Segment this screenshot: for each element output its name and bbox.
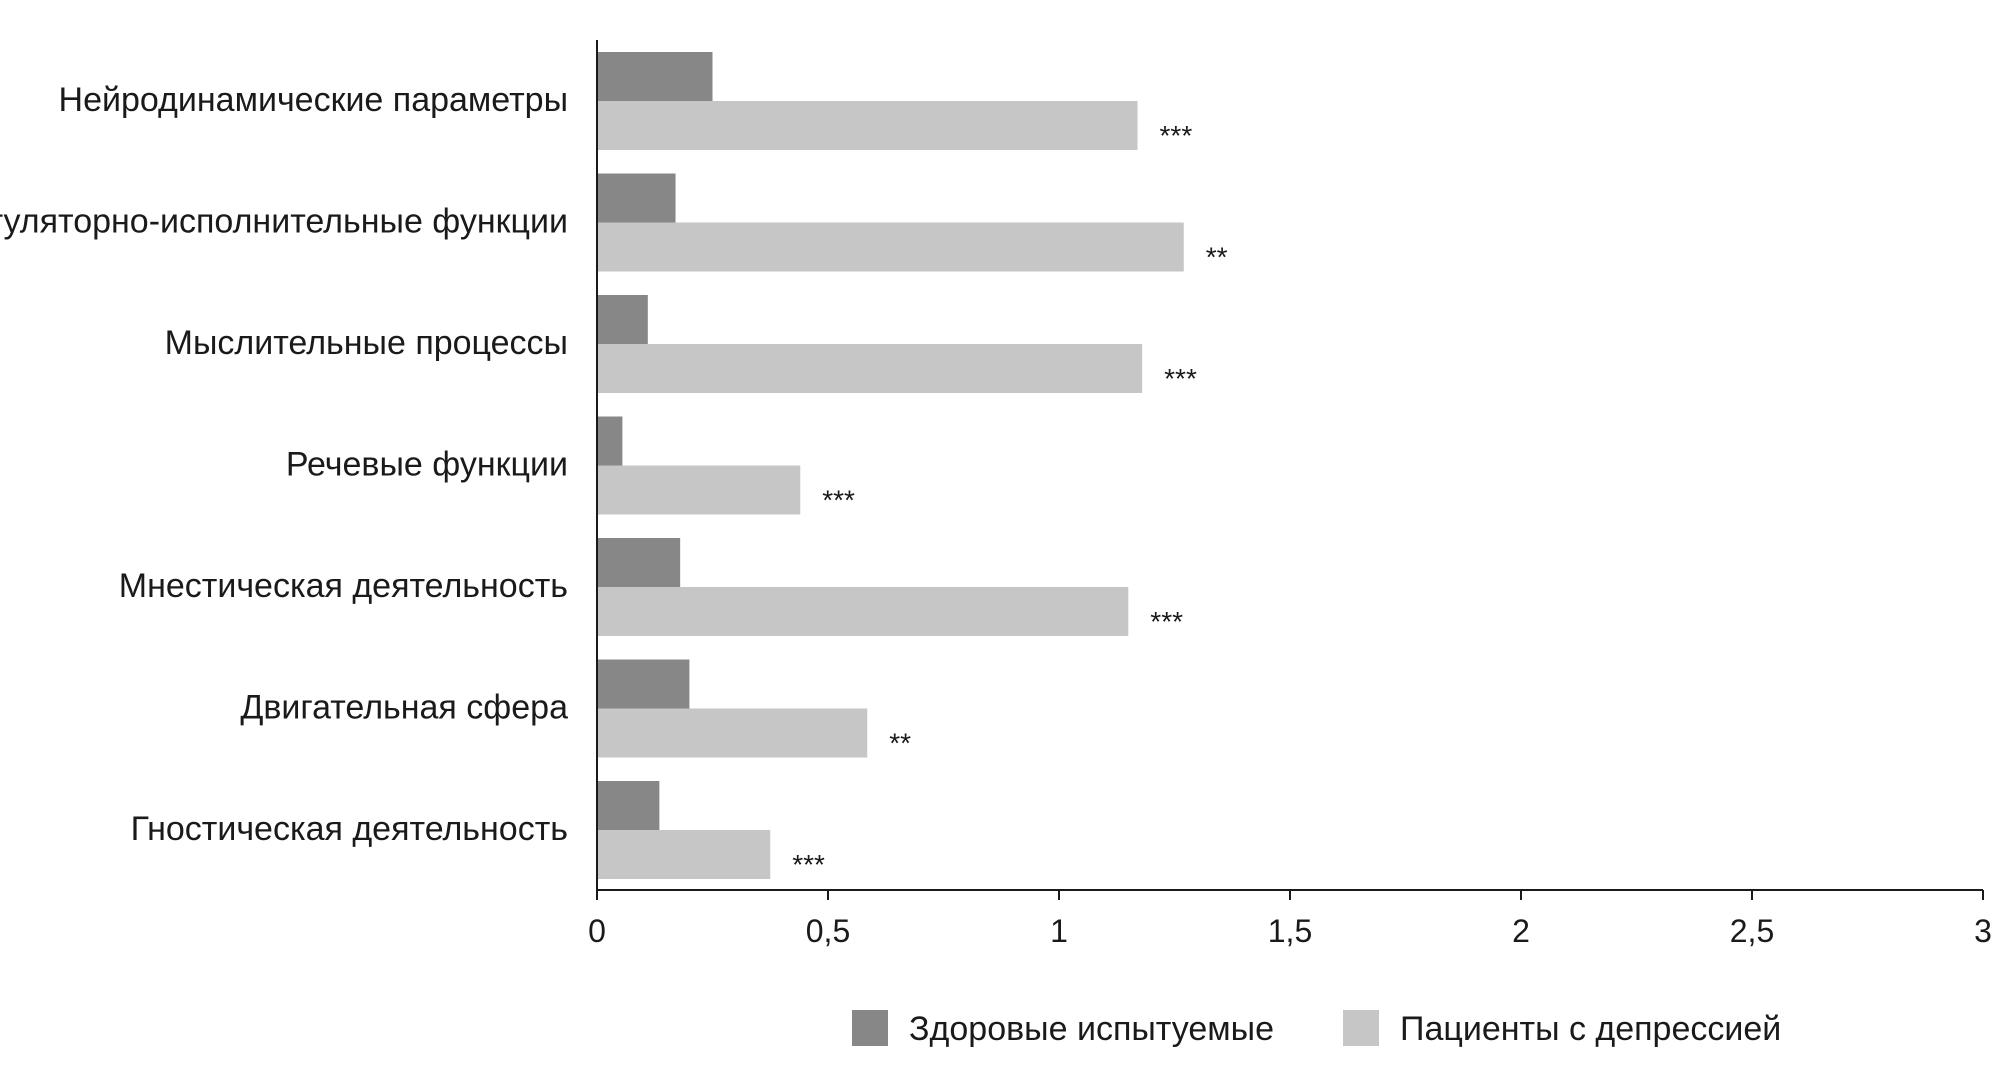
category-label: Гностическая деятельность xyxy=(131,810,568,848)
x-tick-label: 2 xyxy=(1512,913,1530,949)
bar-depression xyxy=(597,101,1138,150)
x-tick-label: 0,5 xyxy=(806,913,850,949)
legend-label-healthy: Здоровые испытуемые xyxy=(909,1010,1274,1048)
bars-group xyxy=(597,52,1184,879)
category-labels: Нейродинамические параметры Регуляторно-и… xyxy=(0,81,568,848)
x-tick-label: 0 xyxy=(588,913,606,949)
bar-healthy xyxy=(597,52,713,101)
legend-item-healthy: Здоровые испытуемые xyxy=(852,1010,1274,1048)
legend-swatch-depression xyxy=(1343,1010,1379,1046)
category-label: Регуляторно-исполнительные функции xyxy=(0,203,568,241)
x-tick-label: 1,5 xyxy=(1268,913,1312,949)
legend-swatch-healthy xyxy=(852,1010,888,1046)
significance-label: *** xyxy=(822,485,855,516)
bar-depression xyxy=(597,830,771,879)
legend-item-depression: Пациенты с депрессией xyxy=(1343,1010,1781,1048)
bar-healthy xyxy=(597,295,648,344)
bar-healthy xyxy=(597,781,660,830)
category-label: Мыслительные процессы xyxy=(165,324,568,362)
category-label: Нейродинамические параметры xyxy=(59,81,568,119)
bar-healthy xyxy=(597,416,623,466)
x-tick-label: 3 xyxy=(1974,913,1992,949)
bar-healthy xyxy=(597,173,676,223)
significance-label: *** xyxy=(1164,363,1197,394)
bar-depression xyxy=(597,344,1143,393)
significance-label: ** xyxy=(1206,242,1228,273)
significance-label: *** xyxy=(1160,120,1193,151)
x-axis-ticks: 0 0,5 1 1,5 2 2,5 3 xyxy=(588,890,1992,949)
category-label: Мнестическая деятельность xyxy=(119,567,568,605)
x-tick-label: 1 xyxy=(1050,913,1068,949)
legend-label-depression: Пациенты с депрессией xyxy=(1400,1010,1781,1048)
bar-depression xyxy=(597,222,1184,272)
category-label: Речевые функции xyxy=(286,446,568,484)
bar-healthy xyxy=(597,659,690,709)
significance-label: *** xyxy=(1150,606,1183,637)
bar-depression xyxy=(597,708,868,758)
significance-label: *** xyxy=(792,849,825,880)
bar-healthy xyxy=(597,538,681,587)
significance-label: ** xyxy=(889,728,911,759)
category-label: Двигательная сфера xyxy=(240,689,568,727)
bar-depression xyxy=(597,587,1129,636)
legend: Здоровые испытуемые Пациенты с депрессие… xyxy=(852,1010,1781,1048)
x-tick-label: 2,5 xyxy=(1730,913,1774,949)
bar-depression xyxy=(597,465,801,515)
significance-annotations: ******************* xyxy=(792,120,1227,880)
